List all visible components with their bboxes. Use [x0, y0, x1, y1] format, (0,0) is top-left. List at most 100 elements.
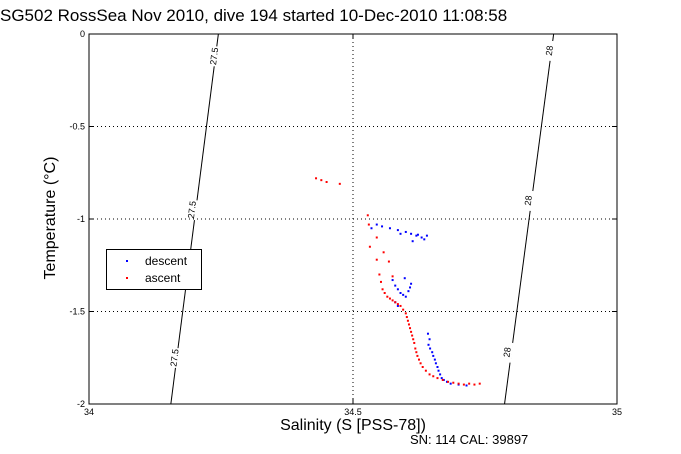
- data-point-ascent: [405, 316, 408, 319]
- data-point-ascent: [367, 223, 370, 226]
- data-point-descent: [433, 358, 436, 361]
- legend-marker-ascent: [126, 277, 128, 279]
- data-point-ascent: [383, 292, 386, 294]
- y-tick-label: -2: [77, 399, 85, 409]
- legend-entry-descent: descent: [107, 253, 201, 269]
- isopycnal-label-bg: [207, 45, 221, 67]
- data-point-ascent: [419, 362, 422, 365]
- data-point-descent: [396, 229, 399, 232]
- data-point-descent: [440, 377, 443, 380]
- data-point-descent: [394, 284, 397, 287]
- x-axis-label: Salinity (S [PSS-78]): [280, 417, 426, 434]
- data-point-ascent: [409, 327, 412, 330]
- data-point-descent: [431, 351, 434, 354]
- data-point-ascent: [462, 383, 465, 386]
- data-point-ascent: [421, 366, 424, 368]
- data-point-ascent: [375, 258, 378, 261]
- data-point-descent: [432, 354, 435, 357]
- data-point-ascent: [407, 323, 410, 326]
- data-point-ascent: [396, 303, 399, 306]
- data-point-descent: [399, 232, 402, 235]
- data-point-ascent: [406, 319, 409, 322]
- data-point-ascent: [320, 179, 323, 182]
- chart-title: SG502 RossSea Nov 2010, dive 194 started…: [0, 6, 508, 25]
- data-point-ascent: [428, 373, 431, 376]
- data-point-descent: [445, 380, 448, 383]
- data-point-ascent: [388, 297, 391, 300]
- data-point-ascent: [436, 377, 439, 380]
- data-point-descent: [409, 286, 412, 289]
- data-point-ascent: [410, 330, 413, 333]
- data-point-ascent: [399, 304, 402, 307]
- data-point-descent: [434, 362, 437, 365]
- data-point-ascent: [391, 275, 394, 278]
- data-point-ascent: [473, 383, 476, 386]
- plot-frame: [88, 33, 618, 405]
- isopycnal-label: 27.5: [186, 200, 198, 219]
- legend: descent ascent: [106, 249, 202, 290]
- data-point-ascent: [441, 378, 444, 381]
- data-point-ascent: [457, 382, 460, 385]
- data-point-descent: [411, 240, 414, 243]
- data-point-ascent: [366, 214, 369, 217]
- data-point-ascent: [315, 177, 318, 180]
- data-point-ascent: [387, 260, 390, 263]
- data-point-ascent: [447, 380, 450, 383]
- isopycnal-label-bg: [543, 40, 556, 62]
- data-point-descent: [449, 382, 452, 385]
- data-point-descent: [375, 223, 378, 226]
- y-tick-label: -1.5: [69, 307, 85, 317]
- serial-calibration-note: SN: 114 CAL: 39897: [410, 432, 529, 447]
- grid-lines: [89, 34, 617, 404]
- data-points: [315, 177, 481, 387]
- data-point-descent: [410, 232, 413, 235]
- data-point-ascent: [416, 354, 419, 357]
- data-point-descent: [423, 238, 426, 241]
- data-point-ascent: [402, 308, 405, 311]
- data-point-ascent: [391, 299, 394, 302]
- isopycnal-label-bg: [500, 341, 514, 363]
- data-point-descent: [404, 295, 407, 298]
- x-tick-label: 35: [612, 407, 622, 417]
- x-tick-label: 34.5: [344, 407, 362, 417]
- data-point-ascent: [414, 347, 417, 350]
- data-point-ascent: [325, 181, 328, 183]
- data-point-descent: [410, 282, 413, 285]
- isopycnal-label-bg: [522, 189, 535, 212]
- isopycnal-label-bg: [168, 347, 181, 369]
- data-point-ascent: [413, 341, 416, 344]
- data-point-descent: [439, 373, 442, 376]
- data-point-ascent: [415, 351, 418, 354]
- isopycnal-label: 28: [544, 45, 555, 56]
- isopycnal-label: 27.5: [168, 348, 180, 367]
- isopycnal-lines: 27.5 27.5 27.5 28 28 28: [168, 33, 556, 405]
- data-point-ascent: [478, 382, 481, 385]
- axis-ticks: 34 34.5 35 0 -0.5 -1 -1.5 -2: [69, 29, 622, 417]
- data-point-descent: [402, 293, 405, 296]
- data-point-descent: [388, 227, 391, 230]
- data-point-ascent: [381, 288, 384, 291]
- legend-label-descent: descent: [145, 254, 188, 268]
- data-point-ascent: [412, 338, 415, 341]
- data-point-descent: [391, 279, 394, 282]
- data-point-ascent: [379, 280, 382, 283]
- y-axis-label: Temperature (°C): [42, 156, 59, 280]
- data-point-ascent: [424, 369, 427, 372]
- data-point-descent: [436, 366, 439, 368]
- data-point-ascent: [404, 312, 407, 315]
- legend-entry-ascent: ascent: [107, 270, 201, 286]
- data-point-ascent: [378, 273, 381, 276]
- data-point-ascent: [382, 251, 385, 254]
- data-point-descent: [425, 234, 428, 237]
- data-point-descent: [429, 347, 432, 350]
- data-point-ascent: [418, 358, 420, 361]
- data-point-descent: [420, 236, 423, 239]
- isopycnal-label: 28: [502, 347, 513, 358]
- data-point-descent: [403, 277, 406, 280]
- y-tick-label: -0.5: [69, 122, 85, 132]
- data-point-descent: [407, 290, 410, 293]
- data-point-ascent: [432, 375, 435, 378]
- data-point-descent: [427, 343, 430, 346]
- data-point-descent: [370, 227, 373, 230]
- data-point-ascent: [411, 334, 414, 337]
